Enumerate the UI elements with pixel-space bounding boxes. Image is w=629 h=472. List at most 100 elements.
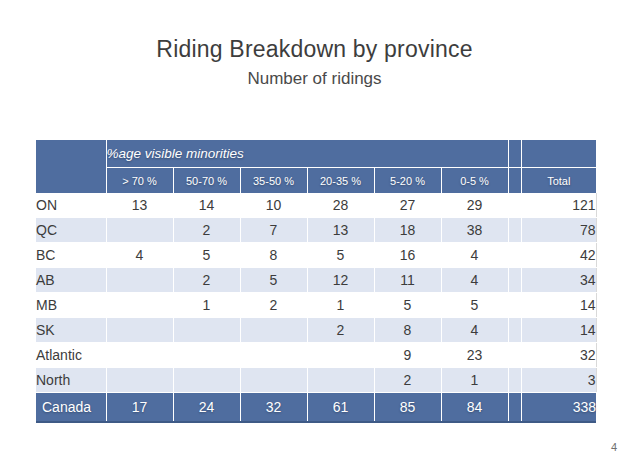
cell: 1	[307, 293, 374, 318]
table-row: MB 1 2 1 5 5 14	[36, 293, 596, 318]
total-cell: 14	[521, 293, 596, 318]
table-row: North 2 1 3	[36, 368, 596, 393]
table-body: ON 13 14 10 28 27 29 121 QC 2 7 13 18 38…	[36, 193, 596, 393]
table-row: ON 13 14 10 28 27 29 121	[36, 193, 596, 218]
cell: 7	[240, 218, 307, 243]
gap-cell	[508, 318, 521, 343]
table-row: Atlantic 9 23 32	[36, 343, 596, 368]
cell	[307, 368, 374, 393]
table-row: BC 4 5 8 5 16 4 42	[36, 243, 596, 268]
total-cell: 14	[521, 318, 596, 343]
table-row: SK 2 8 4 14	[36, 318, 596, 343]
total-header-spacer	[521, 140, 596, 168]
cell: 27	[374, 193, 441, 218]
gap-cell	[508, 268, 521, 293]
cell	[106, 343, 173, 368]
column-header: 5-20 %	[374, 168, 441, 194]
table-header: %age visible minorities > 70 % 50-70 % 3…	[36, 140, 596, 193]
cell: 4	[441, 268, 508, 293]
cell: 2	[173, 268, 240, 293]
row-label: AB	[36, 268, 106, 293]
footer-cell: 32	[240, 393, 307, 423]
gap-cell	[508, 293, 521, 318]
gap-header-cell	[508, 140, 521, 168]
cell: 1	[441, 368, 508, 393]
cell: 38	[441, 218, 508, 243]
cell: 2	[173, 218, 240, 243]
cell: 1	[173, 293, 240, 318]
total-cell: 121	[521, 193, 596, 218]
cell: 5	[441, 293, 508, 318]
column-header: 20-35 %	[307, 168, 374, 194]
cell	[173, 368, 240, 393]
cell: 2	[240, 293, 307, 318]
cell: 5	[374, 293, 441, 318]
riding-table: %age visible minorities > 70 % 50-70 % 3…	[36, 140, 597, 423]
total-cell: 78	[521, 218, 596, 243]
footer-label: Canada	[36, 393, 106, 423]
gap-cell	[508, 343, 521, 368]
row-label: BC	[36, 243, 106, 268]
cell	[106, 218, 173, 243]
total-column-header: Total	[521, 168, 596, 194]
total-cell: 42	[521, 243, 596, 268]
table-row: AB 2 5 12 11 4 34	[36, 268, 596, 293]
gap-cell	[508, 193, 521, 218]
cell: 5	[307, 243, 374, 268]
row-label: QC	[36, 218, 106, 243]
cell: 14	[173, 193, 240, 218]
cell	[106, 268, 173, 293]
total-cell: 34	[521, 268, 596, 293]
column-header: 50-70 %	[173, 168, 240, 194]
row-label: MB	[36, 293, 106, 318]
gap-cell	[508, 368, 521, 393]
cell: 8	[374, 318, 441, 343]
cell	[240, 343, 307, 368]
footer-cell: 61	[307, 393, 374, 423]
cell: 13	[307, 218, 374, 243]
cell: 4	[441, 318, 508, 343]
total-cell: 32	[521, 343, 596, 368]
cell: 5	[240, 268, 307, 293]
cell: 2	[374, 368, 441, 393]
page-subtitle: Number of ridings	[0, 69, 629, 89]
cell: 12	[307, 268, 374, 293]
footer-cell: 84	[441, 393, 508, 423]
page-title: Riding Breakdown by province	[0, 36, 629, 63]
cell: 16	[374, 243, 441, 268]
cell: 23	[441, 343, 508, 368]
footer-row: Canada 17 24 32 61 85 84 338	[36, 393, 596, 423]
total-cell: 3	[521, 368, 596, 393]
column-header: 0-5 %	[441, 168, 508, 194]
cell	[307, 343, 374, 368]
cell: 2	[307, 318, 374, 343]
slide: Riding Breakdown by province Number of r…	[0, 0, 629, 472]
footer-cell: 24	[173, 393, 240, 423]
cell	[173, 343, 240, 368]
column-header: 35-50 %	[240, 168, 307, 194]
cell: 10	[240, 193, 307, 218]
cell	[106, 368, 173, 393]
column-header: > 70 %	[106, 168, 173, 194]
gap-header-cell	[508, 168, 521, 194]
cell	[240, 368, 307, 393]
table-footer: Canada 17 24 32 61 85 84 338	[36, 393, 596, 423]
corner-cell	[36, 140, 106, 193]
cell: 9	[374, 343, 441, 368]
row-label: North	[36, 368, 106, 393]
cell	[106, 293, 173, 318]
row-label: ON	[36, 193, 106, 218]
cell: 4	[441, 243, 508, 268]
cell: 8	[240, 243, 307, 268]
footer-total-cell: 338	[521, 393, 596, 423]
title-block: Riding Breakdown by province Number of r…	[0, 0, 629, 89]
gap-cell	[508, 218, 521, 243]
cell	[240, 318, 307, 343]
cell: 11	[374, 268, 441, 293]
row-label: Atlantic	[36, 343, 106, 368]
row-label: SK	[36, 318, 106, 343]
cell: 28	[307, 193, 374, 218]
cell: 4	[106, 243, 173, 268]
cell: 18	[374, 218, 441, 243]
header-row-columns: > 70 % 50-70 % 35-50 % 20-35 % 5-20 % 0-…	[36, 168, 596, 194]
